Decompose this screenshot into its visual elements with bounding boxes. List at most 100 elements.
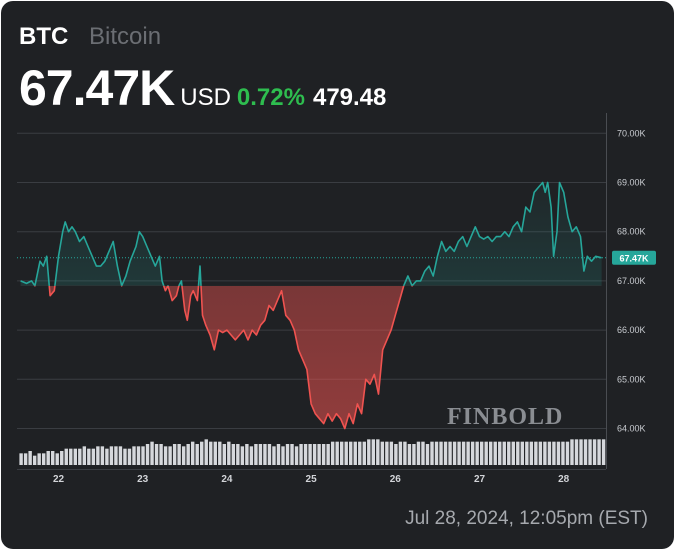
volume-bar xyxy=(570,439,574,465)
volume-bar xyxy=(398,441,403,465)
volume-bar xyxy=(371,439,376,465)
volume-bar xyxy=(561,441,565,465)
volume-bar xyxy=(430,441,434,465)
current-price-badge-label: 67.47K xyxy=(619,253,649,263)
volume-bar xyxy=(105,448,109,465)
volume-bar xyxy=(547,441,552,465)
volume-bar xyxy=(376,439,380,465)
x-tick-label: 22 xyxy=(53,474,65,485)
volume-bar xyxy=(452,441,457,465)
y-tick-label: 64.00K xyxy=(617,424,646,434)
volume-bar xyxy=(498,441,502,465)
price-row: 67.47K USD 0.72% 479.48 xyxy=(19,59,386,117)
volume-bar xyxy=(457,441,461,465)
volume-bar xyxy=(204,439,208,465)
volume-bar xyxy=(46,451,50,465)
volume-bar xyxy=(579,439,583,465)
volume-bar xyxy=(583,439,588,465)
volume-bar xyxy=(380,441,385,465)
volume-bar xyxy=(299,444,303,465)
current-price-badge xyxy=(612,250,656,265)
volume-bar xyxy=(240,446,245,465)
volume-bar xyxy=(136,446,141,465)
volume-bar xyxy=(321,444,326,465)
volume-bar xyxy=(358,441,362,465)
volume-bar xyxy=(249,446,254,465)
volume-bar xyxy=(37,453,41,465)
x-tick-label: 26 xyxy=(390,474,402,485)
volume-bar xyxy=(339,441,344,465)
volume-bar xyxy=(172,444,177,465)
volume-bar xyxy=(308,444,312,465)
change-amount: 479.48 xyxy=(312,84,387,111)
volume-bar xyxy=(403,441,407,465)
volume-bar xyxy=(443,441,448,465)
volume-bar xyxy=(475,441,479,465)
volume-bar xyxy=(87,448,91,465)
volume-bar xyxy=(28,451,32,465)
volume-bar xyxy=(416,441,421,465)
volume-bar xyxy=(114,446,118,465)
volume-bar xyxy=(236,444,240,465)
volume-bar xyxy=(574,439,579,465)
volume-bar xyxy=(163,446,168,465)
volume-bar xyxy=(344,441,348,465)
volume-bar xyxy=(245,444,249,465)
volume-bar xyxy=(489,441,493,465)
volume-bar xyxy=(534,441,538,465)
volume-bar xyxy=(69,448,73,465)
volume-bar xyxy=(231,444,236,465)
y-tick-label: 68.00K xyxy=(617,227,646,237)
volume-bar xyxy=(227,441,231,465)
volume-bar xyxy=(150,441,154,465)
y-tick-label: 65.00K xyxy=(617,374,646,384)
volume-bar xyxy=(168,446,172,465)
volume-bar xyxy=(276,444,281,465)
x-tick-label: 25 xyxy=(306,474,318,485)
volume-bar xyxy=(82,446,87,465)
timestamp: Jul 28, 2024, 12:05pm (EST) xyxy=(405,508,648,529)
volume-bar xyxy=(100,446,105,465)
volume-bar xyxy=(592,439,597,465)
volume-bar xyxy=(312,444,317,465)
y-tick-label: 69.00K xyxy=(617,178,646,188)
volume-bar xyxy=(145,444,150,465)
volume-bar xyxy=(394,444,398,465)
volume-bar xyxy=(294,446,299,465)
area-above-baseline xyxy=(20,182,602,286)
volume-bar xyxy=(565,441,570,465)
volume-bar xyxy=(177,444,181,465)
volume-bar xyxy=(353,441,357,465)
x-tick-label: 24 xyxy=(221,474,233,485)
volume-bar xyxy=(267,444,272,465)
volume-bar xyxy=(330,441,335,465)
volume-bar xyxy=(425,444,430,465)
volume-bar xyxy=(200,441,204,465)
x-tick-label: 27 xyxy=(474,474,486,485)
volume-bar xyxy=(349,441,353,465)
volume-bar xyxy=(466,441,470,465)
volume-bar xyxy=(263,444,267,465)
volume-bar xyxy=(335,441,339,465)
y-tick-label: 67.00K xyxy=(617,276,646,286)
area-below-baseline xyxy=(49,285,404,429)
volume-bar xyxy=(19,453,23,465)
volume-bar xyxy=(543,441,547,465)
y-tick-label: 66.00K xyxy=(617,325,646,335)
volume-bar xyxy=(127,448,132,465)
volume-bar xyxy=(434,441,439,465)
volume-bar xyxy=(484,441,488,465)
volume-bar xyxy=(516,441,520,465)
x-tick-label: 28 xyxy=(558,474,570,485)
volume-bar xyxy=(601,439,606,465)
volume-bar xyxy=(23,453,28,465)
volume-bar xyxy=(326,444,330,465)
volume-bar xyxy=(96,446,100,465)
volume-bar xyxy=(123,448,127,465)
volume-bar xyxy=(281,446,285,465)
volume-bar xyxy=(493,441,497,465)
volume-bar xyxy=(60,451,64,465)
volume-bar xyxy=(470,441,475,465)
volume-bar xyxy=(141,446,145,465)
